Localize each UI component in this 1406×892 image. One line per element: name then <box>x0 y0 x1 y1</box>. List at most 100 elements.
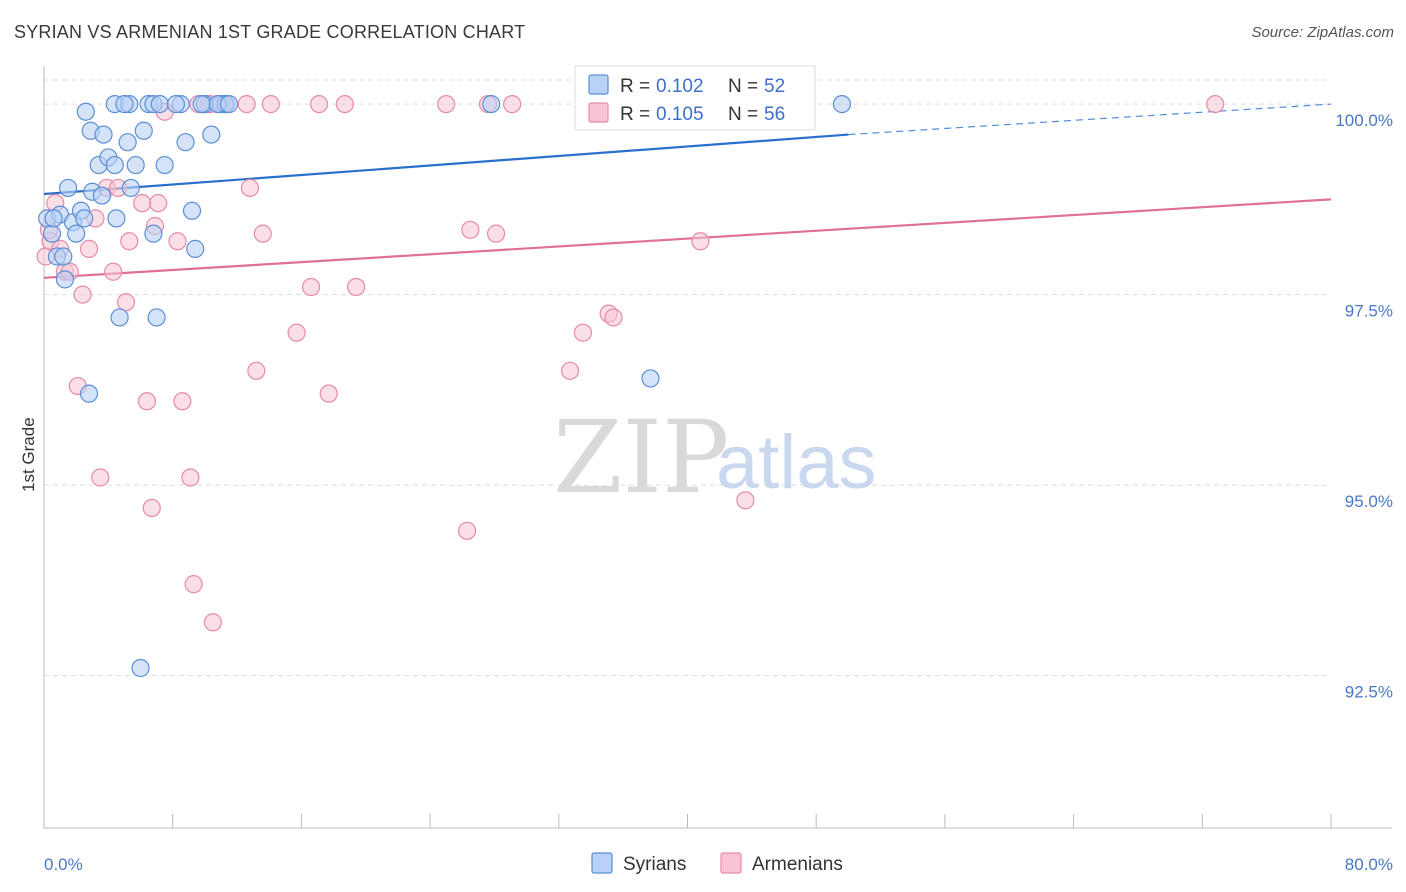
syrians-point-1 <box>42 224 62 243</box>
y-tick-label-3: 100.0% <box>1335 111 1393 130</box>
syrians-trend-line <box>43 133 849 196</box>
syrians-point-20 <box>126 155 145 175</box>
syrians-point-36 <box>131 658 150 678</box>
syrians-point-51 <box>219 94 239 114</box>
y-tick-label-0: 92.5% <box>1345 683 1393 702</box>
armenians-point-25 <box>184 575 203 594</box>
legend-armenians-n-value: 56 <box>764 104 785 125</box>
legend-syrians-n-label: N = <box>728 76 758 97</box>
armenians-point-40 <box>437 94 456 114</box>
legend-syrians-n-value: 52 <box>764 76 785 97</box>
armenians-points <box>36 94 1225 632</box>
armenians-point-39 <box>346 277 366 297</box>
syrians-point-4 <box>55 270 75 289</box>
syrians-point-24 <box>150 94 169 114</box>
syrians-point-25 <box>155 155 174 175</box>
syrians-point-43 <box>54 247 73 266</box>
armenians-point-44 <box>486 224 506 243</box>
armenians-point-49 <box>604 308 623 327</box>
syrians-point-49 <box>192 94 211 114</box>
legend-armenians-r-value: 0.105 <box>656 104 704 125</box>
syrians-point-17 <box>110 308 129 327</box>
syrians-point-42 <box>44 209 63 228</box>
y-tick-labels: 92.5% 95.0% 97.5% 100.0% <box>1335 111 1393 702</box>
armenians-point-27 <box>203 613 223 632</box>
syrians-trend-extension <box>848 103 1332 136</box>
legend-syrians-r-value: 0.102 <box>656 76 704 97</box>
bottom-legend-swatch-syrians <box>591 852 613 874</box>
y-tick-label-1: 95.0% <box>1345 492 1393 511</box>
trend-lines <box>43 103 1332 279</box>
bottom-legend-swatch-armenians <box>720 852 742 874</box>
armenians-point-46 <box>560 361 580 380</box>
armenians-point-15 <box>120 232 139 251</box>
legend-armenians-n-label: N = <box>728 104 758 125</box>
armenians-point-16 <box>133 194 152 213</box>
syrians-point-5 <box>59 178 78 198</box>
syrians-point-27 <box>176 133 195 152</box>
y-axis-title: 1st Grade <box>19 417 38 492</box>
armenians-point-50 <box>691 232 710 251</box>
syrians-point-7 <box>67 224 86 243</box>
armenians-point-7 <box>73 285 92 304</box>
armenians-point-18 <box>142 498 161 518</box>
x-tick-label-max: 80.0% <box>1345 855 1393 874</box>
armenians-point-45 <box>503 94 522 114</box>
syrians-point-16 <box>107 209 126 228</box>
watermark-zip: ZIP <box>553 399 729 516</box>
armenians-point-36 <box>309 94 329 114</box>
syrians-points <box>38 94 852 678</box>
armenians-point-33 <box>261 94 280 114</box>
syrians-point-40 <box>832 94 852 114</box>
armenians-point-51 <box>736 491 755 510</box>
syrians-point-28 <box>182 201 202 220</box>
syrians-point-31 <box>202 125 221 144</box>
syrians-point-44 <box>75 209 94 228</box>
syrians-point-38 <box>79 384 99 403</box>
armenians-point-38 <box>335 94 354 114</box>
legend-armenians-r-label: R = <box>620 104 650 125</box>
armenians-point-37 <box>319 384 338 403</box>
x-tick-label-min: 0.0% <box>44 855 83 874</box>
armenians-point-24 <box>181 468 200 487</box>
armenians-point-8 <box>79 239 99 258</box>
source-label: Source: ZipAtlas.com <box>1251 24 1394 41</box>
syrians-point-41 <box>482 94 501 114</box>
legend-box <box>574 65 816 131</box>
syrians-point-39 <box>641 369 660 388</box>
syrians-point-46 <box>115 94 134 114</box>
armenians-point-47 <box>573 323 593 342</box>
bottom-legend: Syrians Armenians <box>591 852 843 875</box>
syrians-point-29 <box>186 239 205 258</box>
armenians-point-20 <box>149 194 168 213</box>
legend-swatch-syrians <box>588 74 609 95</box>
syrians-point-9 <box>76 102 95 121</box>
armenians-point-10 <box>91 468 110 487</box>
armenians-point-14 <box>116 293 136 312</box>
syrians-point-45 <box>94 125 113 144</box>
armenians-trend-line <box>43 198 1332 279</box>
armenians-point-41 <box>458 521 477 540</box>
armenians-point-34 <box>287 323 306 342</box>
chart-title: SYRIAN VS ARMENIAN 1ST GRADE CORRELATION… <box>14 22 526 42</box>
armenians-point-32 <box>253 224 272 243</box>
legend-syrians-r-label: R = <box>620 76 650 97</box>
syrians-point-37 <box>147 308 166 327</box>
legend-swatch-armenians <box>588 102 609 123</box>
syrians-point-47 <box>144 224 163 243</box>
top-legend: R = 0.102 N = 52 R = 0.105 N = 56 <box>574 65 816 131</box>
syrians-point-13 <box>92 186 112 205</box>
bottom-legend-syrians: Syrians <box>623 854 686 875</box>
grid <box>44 79 1331 677</box>
armenians-point-31 <box>247 361 266 380</box>
armenians-point-52 <box>1206 94 1225 114</box>
bottom-legend-armenians: Armenians <box>752 854 843 875</box>
armenians-point-29 <box>237 94 256 114</box>
armenians-point-23 <box>173 392 192 411</box>
armenians-point-30 <box>240 178 260 198</box>
armenians-point-42 <box>461 220 480 239</box>
y-tick-label-2: 97.5% <box>1345 302 1393 321</box>
armenians-point-22 <box>168 232 187 251</box>
syrians-point-48 <box>166 94 186 114</box>
